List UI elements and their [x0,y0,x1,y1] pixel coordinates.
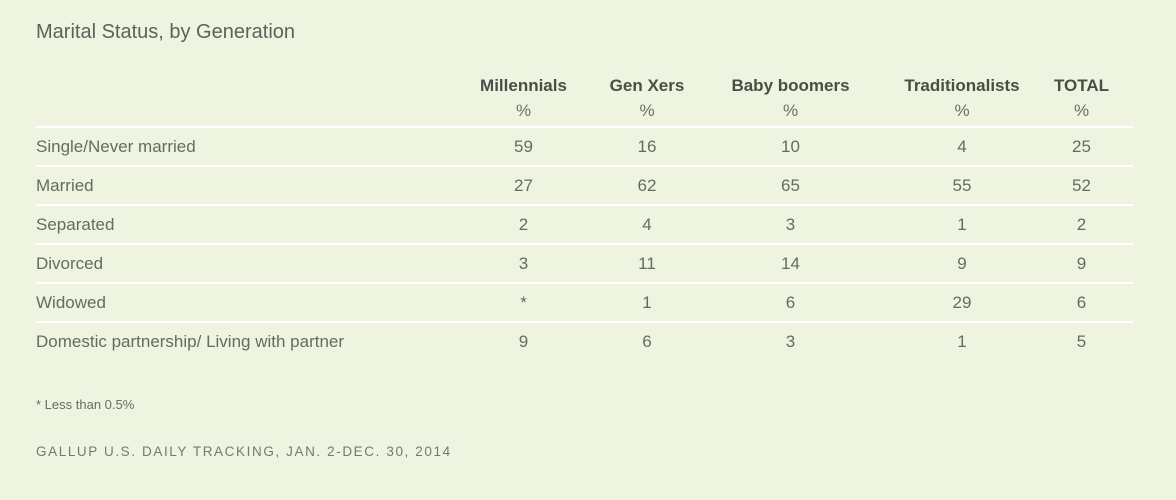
cell-value: 9 [518,331,529,351]
cell-value: 65 [781,175,800,195]
cell-value: 62 [637,175,657,195]
unit-total: % [1073,101,1090,120]
col-header-total: TOTAL [1053,76,1110,95]
cell-value: 10 [781,136,800,156]
marital-status-table: Millennials Gen Xers Baby boomers Tradit… [36,70,1133,360]
cell-value: 55 [952,175,972,195]
col-header-gen-xers: Gen Xers [609,76,685,95]
cell-value: 59 [514,136,533,156]
cell-value: 1 [642,292,652,312]
cell-value: 14 [781,253,800,273]
cell-value: 27 [514,175,533,195]
cell-value: 4 [642,214,652,234]
cell-value: 4 [957,136,967,156]
cell-value: 2 [518,214,529,234]
unit-traditionalists: % [954,101,970,120]
chart-title: Marital Status, by Generation [36,21,296,43]
table-row: Divorced 3 11 14 9 9 [36,244,1133,283]
cell-value: 29 [952,292,972,312]
col-header-traditionalists: Traditionalists [904,76,1020,95]
cell-value: 1 [957,331,967,351]
table-row: Married 27 62 65 55 52 [36,166,1133,205]
row-label: Single/Never married [36,136,196,156]
cell-value: 2 [1076,214,1087,234]
unit-blank [36,96,440,127]
cell-value: * [520,292,527,312]
cell-value: 9 [957,253,967,273]
table-row: Single/Never married 59 16 10 4 25 [36,127,1133,166]
cell-value: 3 [518,253,529,273]
cell-value: 6 [1076,292,1087,312]
col-header-millennials: Millennials [480,76,567,95]
cell-value: 6 [785,292,796,312]
unit-millennials: % [515,101,532,120]
row-label: Separated [36,214,115,234]
cell-value: 1 [957,214,967,234]
source-line: GALLUP U.S. DAILY TRACKING, JAN. 2-DEC. … [36,444,452,459]
cell-value: 16 [637,136,657,156]
header-row: Millennials Gen Xers Baby boomers Tradit… [36,70,1133,96]
cell-value: 5 [1076,331,1087,351]
unit-row: % % % % % [36,96,1133,127]
row-label: Divorced [36,253,104,273]
cell-value: 6 [642,331,652,351]
row-label-header [36,70,440,96]
cell-value: 9 [1076,253,1087,273]
cell-value: 3 [785,331,796,351]
footnote: * Less than 0.5% [36,397,135,412]
unit-baby-boomers: % [782,101,799,120]
row-label: Married [36,175,94,195]
row-label: Widowed [36,292,106,312]
table-row: Domestic partnership/ Living with partne… [36,322,1133,360]
cell-value: 25 [1072,136,1091,156]
table-row: Separated 2 4 3 1 2 [36,205,1133,244]
col-header-baby-boomers: Baby boomers [731,76,850,95]
cell-value: 11 [638,253,656,273]
cell-value: 52 [1072,175,1091,195]
unit-gen-xers: % [639,101,655,120]
cell-value: 3 [785,214,796,234]
row-label: Domestic partnership/ Living with partne… [36,331,345,351]
table-row: Widowed * 1 6 29 6 [36,283,1133,322]
